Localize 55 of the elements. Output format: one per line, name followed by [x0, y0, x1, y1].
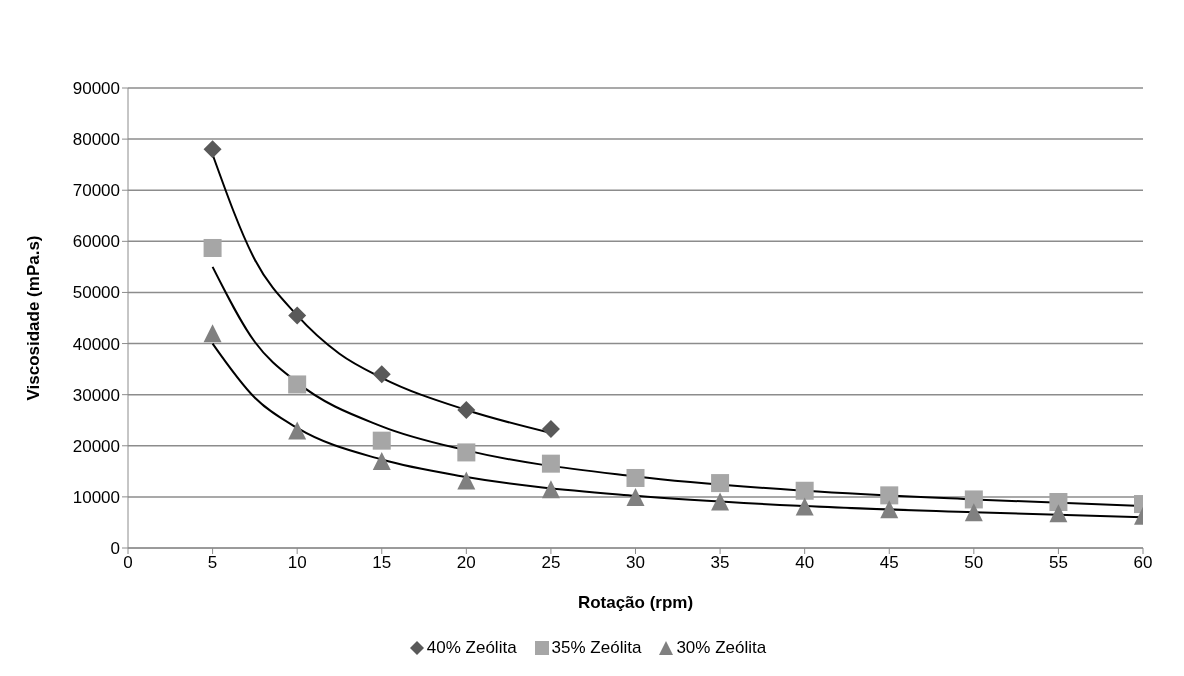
- x-tick-label: 10: [287, 553, 307, 573]
- point: [288, 421, 307, 440]
- y-tick-label: 20000: [72, 436, 120, 456]
- point: [880, 500, 899, 519]
- y-tick-label: 90000: [72, 79, 120, 99]
- point: [203, 140, 222, 159]
- point: [457, 443, 476, 462]
- x-tick-label: 45: [879, 553, 899, 573]
- y-axis-title: Viscosidade (mPa.s): [24, 235, 44, 401]
- point: [372, 365, 391, 384]
- point: [203, 324, 222, 343]
- point: [1049, 504, 1068, 523]
- point: [457, 471, 476, 490]
- y-tick-label: 50000: [72, 283, 120, 303]
- y-tick-label: 0: [110, 539, 120, 559]
- x-tick-label: 60: [1133, 553, 1153, 573]
- legend-label: 30% Zeólita: [676, 638, 767, 658]
- y-tick-label: 70000: [72, 181, 120, 201]
- x-tick-label: 0: [123, 553, 133, 573]
- point: [795, 497, 814, 516]
- point: [964, 503, 983, 522]
- legend-label: 40% Zeólita: [426, 638, 517, 658]
- x-tick-label: 30: [626, 553, 645, 573]
- x-tick-label: 35: [710, 553, 730, 573]
- point: [372, 452, 391, 471]
- point: [457, 401, 476, 419]
- point: [711, 474, 730, 493]
- point: [203, 238, 222, 257]
- x-axis-title: Rotação (rpm): [577, 593, 694, 612]
- point: [541, 419, 560, 438]
- y-tick-label: 30000: [72, 385, 120, 405]
- y-tick-label: 80000: [72, 130, 120, 150]
- y-tick-label: 60000: [72, 232, 120, 252]
- point: [541, 454, 560, 473]
- point: [711, 492, 730, 511]
- x-tick-label: 55: [1048, 553, 1068, 573]
- x-tick-label: 5: [207, 553, 218, 573]
- point: [964, 490, 983, 509]
- point: [288, 306, 307, 325]
- point: [1049, 493, 1068, 511]
- point: [541, 480, 560, 499]
- point: [626, 468, 645, 487]
- y-tick-label: 40000: [72, 334, 120, 354]
- point: [288, 375, 307, 394]
- point: [880, 486, 899, 505]
- x-tick-label: 15: [372, 553, 392, 573]
- point: [372, 431, 391, 450]
- legend-label: 35% Zeólita: [551, 638, 642, 658]
- point: [795, 481, 814, 500]
- y-tick-label: 10000: [72, 487, 120, 507]
- point: [626, 487, 645, 506]
- x-tick-label: 25: [541, 553, 561, 573]
- x-tick-label: 40: [795, 553, 815, 573]
- x-tick-label: 50: [964, 553, 984, 573]
- x-tick-label: 20: [456, 553, 476, 573]
